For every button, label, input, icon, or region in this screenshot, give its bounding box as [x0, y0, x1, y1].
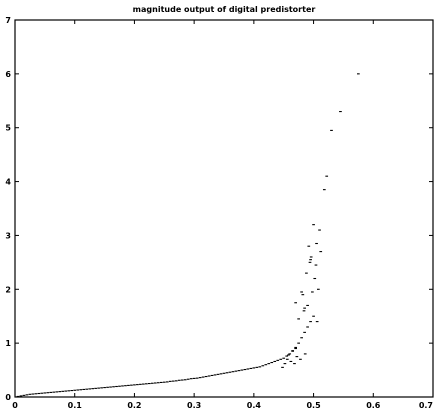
y-tick-label: 2 [5, 285, 11, 294]
y-tick-label: 0 [5, 393, 11, 402]
plot-frame [14, 19, 434, 398]
x-tick-label: 0.7 [419, 401, 433, 410]
chart-title: magnitude output of digital predistorter [133, 5, 316, 14]
y-axis: 0 1 2 3 4 5 6 7 [5, 16, 433, 402]
x-tick-label: 0.2 [127, 401, 141, 410]
x-tick-label: 0.1 [68, 401, 83, 410]
x-tick-label: 0.3 [187, 401, 201, 410]
y-tick-label: 1 [5, 339, 11, 348]
y-tick-label: 5 [5, 124, 11, 133]
y-tick-label: 3 [5, 231, 11, 240]
x-tick-label: 0.6 [366, 401, 381, 410]
x-tick-label: 0 [12, 401, 18, 410]
y-tick-label: 7 [5, 16, 11, 25]
y-tick-label: 6 [5, 70, 11, 79]
x-axis: 0 0.1 0.2 0.3 0.4 0.5 0.6 0.7 [12, 20, 434, 410]
data-points [16, 73, 360, 398]
y-tick-label: 4 [5, 178, 11, 187]
x-tick-label: 0.5 [306, 401, 321, 410]
x-tick-label: 0.4 [247, 401, 262, 410]
